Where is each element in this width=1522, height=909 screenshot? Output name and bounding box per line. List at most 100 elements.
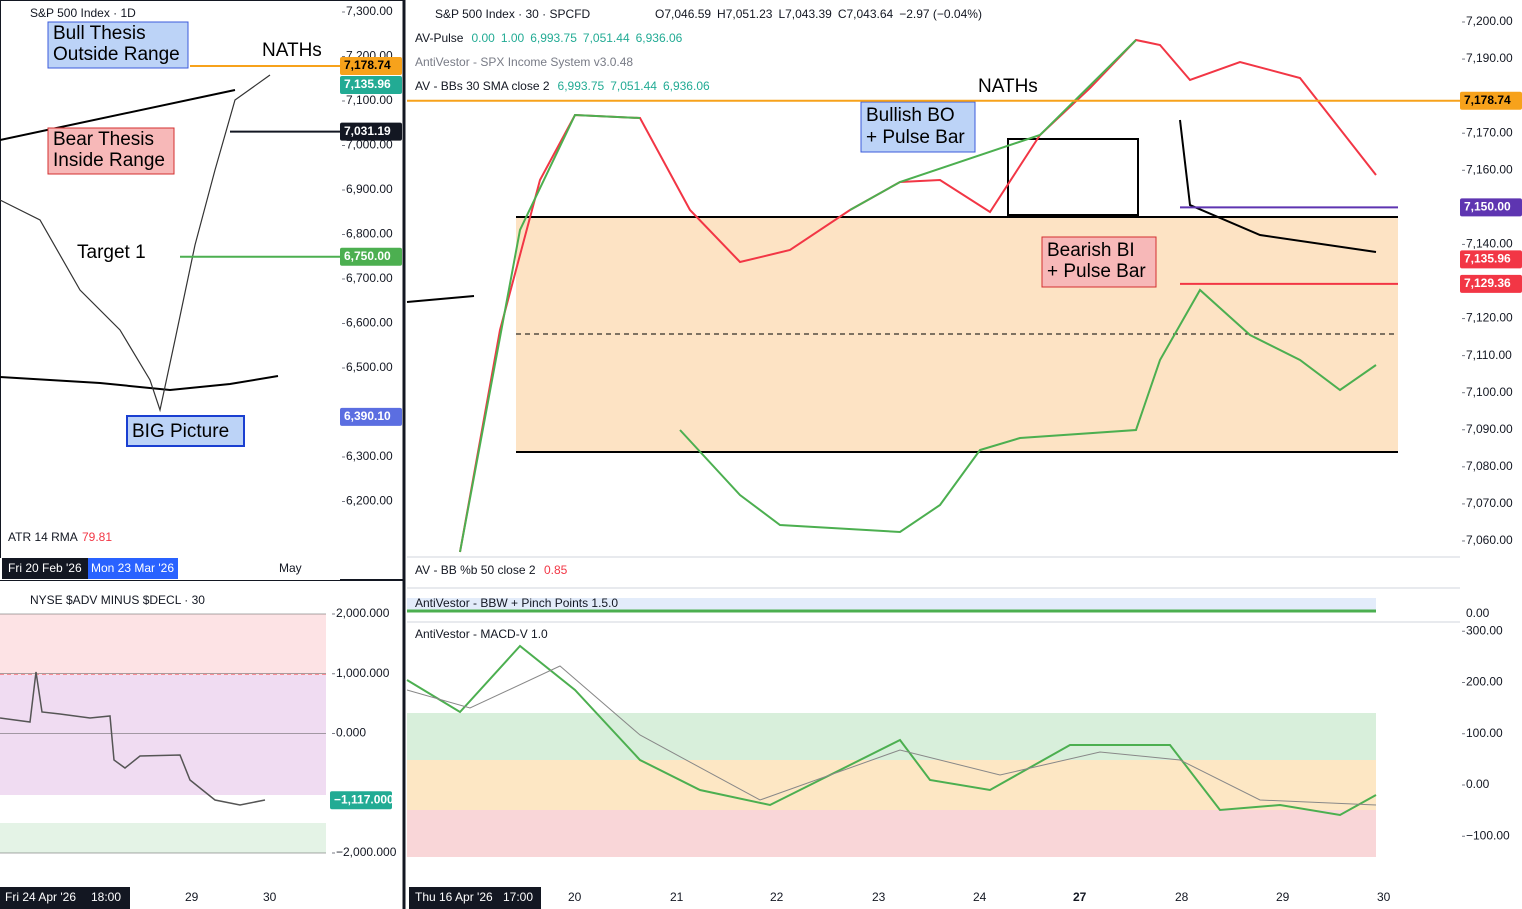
annotation: Bearish BI [1047, 240, 1135, 261]
x-tick-label: Thu 16 Apr '26 [415, 890, 493, 904]
price-tag [1460, 91, 1522, 110]
x-tick-label: Fri 20 Feb '26 [8, 561, 82, 575]
band [407, 810, 1376, 857]
y-tick-label: 1,000.000 [336, 666, 390, 680]
y-tick-label: −2,000.000 [336, 845, 397, 859]
x-tick-label: 18:00 [91, 890, 121, 904]
price-tag [340, 247, 402, 266]
consolidation-box [1007, 138, 1139, 216]
indicator-name: AntiVestor - SPX Income System v3.0.48 [415, 55, 633, 69]
x-tick-label: 21 [670, 890, 684, 904]
price-tag-label: 7,150.00 [1464, 200, 1511, 214]
price-tag-label: 7,178.74 [344, 58, 391, 72]
annotation-box [47, 21, 189, 69]
decor-line [459, 39, 1137, 553]
ohlc-value: L7,043.39 [778, 7, 832, 21]
y-tick-label: 6,800.00 [346, 227, 393, 241]
y-tick-label: 7,200.00 [1466, 14, 1513, 28]
band [0, 675, 326, 795]
y-tick-label: 0.000 [336, 726, 366, 740]
band [0, 823, 326, 853]
annotation: + Pulse Bar [1047, 261, 1146, 282]
x-label-bg [0, 887, 130, 909]
decor-line [1179, 119, 1377, 253]
price-tag [330, 791, 392, 810]
price-tag [340, 407, 402, 426]
y-tick-label: 100.00 [1466, 726, 1503, 740]
price-tag [340, 56, 402, 75]
indicator-name: AV-Pulse [415, 31, 464, 45]
decor-line [0, 89, 236, 141]
indicator-name: ATR 14 RMA [8, 530, 78, 544]
x-tick-label: 30 [1377, 890, 1391, 904]
y-tick-label: 6,300.00 [346, 449, 393, 463]
x-tick-label: 22 [770, 890, 784, 904]
x-label-bg [409, 887, 541, 909]
x-tick-label: May [279, 561, 302, 575]
y-tick-label: 7,300.00 [346, 4, 393, 18]
ohlc-value: −2.97 (−0.04%) [899, 7, 982, 21]
x-tick-label: 20 [568, 890, 582, 904]
indicator-value: 6,993.75 [558, 79, 605, 93]
annotation: Bull Thesis [53, 23, 146, 44]
band [407, 713, 1376, 760]
indicator-value: 1.00 [501, 31, 525, 45]
decor-line [406, 665, 1377, 806]
y-tick-label: 300.00 [1466, 623, 1503, 637]
price-tag-label: 7,135.96 [344, 77, 391, 91]
annotation: Bullish BO [866, 105, 955, 126]
indicator-value: 6,936.06 [663, 79, 710, 93]
price-tag [1460, 274, 1522, 293]
y-tick-label: 7,060.00 [1466, 533, 1513, 547]
x-tick-label: 29 [1276, 890, 1290, 904]
chart-title: NYSE $ADV MINUS $DECL · 30 [30, 593, 205, 607]
y-tick-label: 6,600.00 [346, 316, 393, 330]
y-tick-label: 7,110.00 [1466, 348, 1512, 362]
x-tick-label: 28 [1175, 890, 1189, 904]
indicator-value: 7,051.44 [583, 31, 630, 45]
y-tick-label: 6,500.00 [346, 360, 393, 374]
y-tick-label: 7,190.00 [1466, 51, 1513, 65]
indicator-name: AntiVestor - MACD-V 1.0 [415, 627, 548, 641]
indicator-value: 79.81 [82, 530, 112, 544]
indicator-value: 0.00 [471, 31, 495, 45]
x-label-bg [2, 558, 88, 579]
x-label-bg [88, 558, 178, 579]
annotation: Outside Range [53, 44, 180, 65]
band [0, 614, 326, 675]
price-tag [1460, 198, 1522, 217]
y-tick-label: 7,120.00 [1466, 311, 1513, 325]
price-tag [340, 122, 402, 141]
annotation: Bear Thesis [53, 129, 154, 150]
y-tick-label: 7,140.00 [1466, 237, 1513, 251]
ohlc-value: H7,051.23 [717, 7, 773, 21]
y-tick-label: 0.00 [1466, 606, 1490, 620]
y-tick-label: 0.00 [1466, 777, 1490, 791]
y-tick-label: 7,100.00 [1466, 385, 1513, 399]
y-tick-label: 200.00 [1466, 675, 1503, 689]
price-tag-label: 6,750.00 [344, 249, 391, 263]
price-tag [1460, 250, 1522, 269]
x-tick-label: 29 [185, 890, 199, 904]
annotation-box [1041, 236, 1157, 288]
price-tag [340, 75, 402, 94]
x-tick-label: Mon 23 Mar '26 [91, 561, 174, 575]
annotation: BIG Picture [132, 421, 229, 442]
y-tick-label: 7,070.00 [1466, 496, 1513, 510]
x-tick-label: Fri 24 Apr '26 [5, 890, 76, 904]
ohlc-value: O7,046.59 [655, 7, 711, 21]
price-tag-label: 6,390.10 [344, 409, 391, 423]
annotation: NATHs [978, 76, 1038, 97]
price-tag-label: −1,117.000 [334, 792, 394, 806]
x-tick-label: 27 [1073, 890, 1087, 904]
y-tick-label: −100.00 [1466, 828, 1510, 842]
y-tick-label: 7,160.00 [1466, 162, 1513, 176]
indicator-name: AV - BB %b 50 close 2 [415, 563, 536, 577]
indicator-value: 6,993.75 [530, 31, 577, 45]
annotation-box [126, 415, 245, 447]
y-tick-label: 2,000.000 [336, 606, 390, 620]
y-tick-label: 7,100.00 [346, 93, 393, 107]
decor-line [679, 288, 1377, 534]
price-tag-label: 7,178.74 [1464, 93, 1511, 107]
annotation: Target 1 [77, 242, 146, 263]
